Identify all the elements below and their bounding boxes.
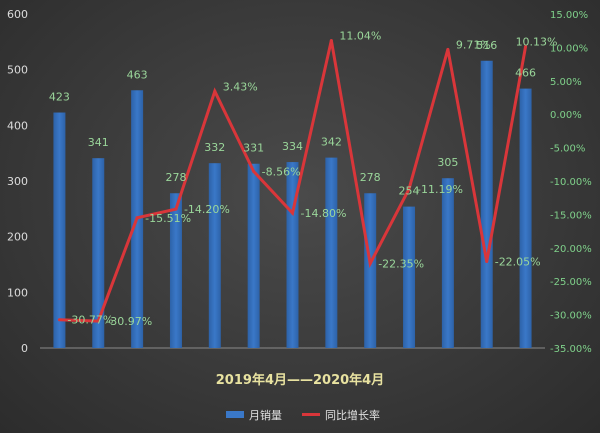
bar	[208, 163, 221, 348]
right-tick-label: 10.00%	[550, 43, 588, 54]
line-point	[524, 45, 528, 49]
legend-label-bar: 月销量	[249, 408, 282, 422]
bar-value-label: 278	[165, 171, 186, 184]
left-tick-label: 500	[7, 64, 28, 77]
bar-value-label: 342	[321, 136, 342, 149]
line-series	[57, 38, 528, 323]
bar	[403, 206, 416, 348]
bar-value-label: 254	[399, 185, 420, 198]
left-tick-label: 600	[7, 8, 28, 21]
bar-value-label: 466	[515, 67, 536, 80]
right-tick-label: -30.00%	[550, 311, 592, 322]
legend-label-line: 同比增长率	[325, 408, 380, 422]
line-value-label: 11.04%	[339, 29, 381, 42]
bar	[364, 193, 377, 348]
bar-series	[53, 60, 532, 349]
x-axis-title: 2019年4月——2020年4月	[216, 372, 384, 388]
line-value-label: -11.19%	[417, 183, 463, 196]
left-axis: 0 100 200 300 400 500 600	[7, 8, 28, 355]
legend: 月销量 同比增长率	[226, 408, 380, 422]
line-point	[485, 259, 489, 263]
legend-swatch-bar	[226, 411, 244, 418]
legend-swatch-line	[302, 413, 320, 416]
line-point	[368, 261, 372, 265]
line-value-label: -14.80%	[301, 207, 347, 220]
bar-value-label: 278	[360, 171, 381, 184]
bar	[325, 157, 338, 348]
bar	[247, 163, 260, 348]
right-axis: 15.00% 10.00% 5.00% 0.00% -5.00% -10.00% -15.0…	[550, 10, 592, 355]
line-point	[57, 318, 61, 322]
right-tick-label: 5.00%	[550, 77, 582, 88]
line-value-label: -22.35%	[378, 257, 424, 270]
line-point	[96, 319, 100, 323]
right-tick-label: -5.00%	[550, 144, 585, 155]
left-tick-label: 0	[21, 342, 28, 355]
line-point	[446, 47, 450, 51]
bar	[480, 60, 493, 348]
right-tick-label: -15.00%	[550, 210, 592, 221]
bar	[169, 193, 182, 348]
bar	[441, 178, 454, 348]
bar-value-label: 423	[49, 91, 70, 104]
line-point	[135, 216, 139, 220]
line-point	[252, 169, 256, 173]
right-tick-label: -20.00%	[550, 244, 592, 255]
bar-value-label: 331	[243, 142, 264, 155]
right-tick-label: 0.00%	[550, 110, 582, 121]
right-tick-label: -35.00%	[550, 344, 592, 355]
right-tick-label: -25.00%	[550, 277, 592, 288]
line-value-label: -14.20%	[184, 203, 230, 216]
line-value-label: 3.43%	[223, 80, 258, 93]
left-tick-label: 100	[7, 286, 28, 299]
line-value-label: -22.05%	[495, 255, 541, 268]
line-point	[407, 187, 411, 191]
bar-value-label: 341	[88, 136, 109, 149]
bar-value-label: 334	[282, 140, 303, 153]
line-value-label: 10.13%	[516, 36, 558, 49]
line-value-label: -30.97%	[106, 315, 152, 328]
left-tick-label: 300	[7, 175, 28, 188]
bar	[519, 88, 532, 349]
bar-value-label: 463	[127, 68, 148, 81]
line-point	[213, 89, 217, 93]
bar-value-label: 332	[204, 141, 225, 154]
bar	[92, 158, 105, 348]
line-value-label: -8.56%	[262, 165, 301, 178]
bar	[53, 112, 66, 348]
line-point	[174, 207, 178, 211]
line-point	[329, 38, 333, 42]
line-value-label: 9.71%	[456, 38, 491, 51]
right-tick-label: -10.00%	[550, 177, 592, 188]
left-tick-label: 400	[7, 119, 28, 132]
left-tick-label: 200	[7, 231, 28, 244]
line-point	[291, 211, 294, 215]
line-value-label: -30.77%	[67, 314, 113, 327]
line-data-labels: -30.77%-30.97% -15.51%-14.20% 3.43% -8.56% -…	[67, 29, 557, 328]
bar-value-label: 516	[476, 39, 497, 52]
line-value-label: -15.51%	[145, 212, 191, 225]
bar-data-labels: 423 341 463 278 332 331 334 342 278 254 305 516 466	[49, 39, 536, 198]
bar-value-label: 305	[437, 156, 458, 169]
right-tick-label: 15.00%	[550, 10, 588, 21]
